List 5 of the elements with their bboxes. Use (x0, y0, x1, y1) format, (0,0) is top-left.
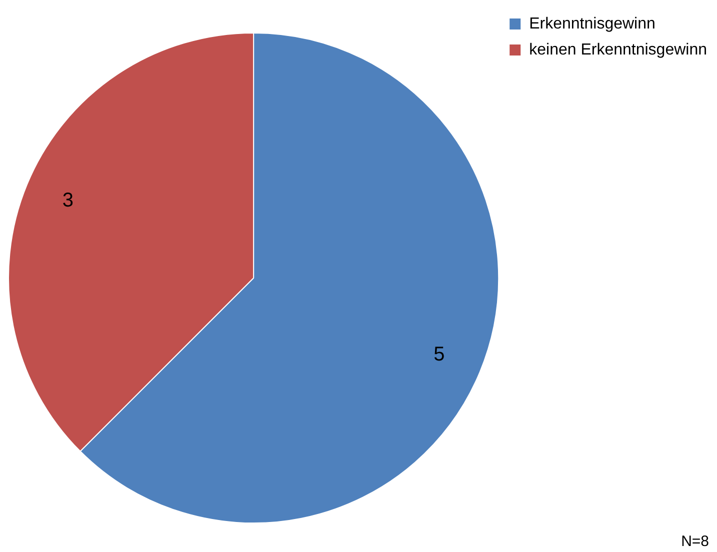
text: N=8 (681, 533, 709, 550)
data-label: 5 (434, 343, 445, 366)
legend-label: keinen Erkenntnisgewinn (529, 41, 707, 58)
legend-label: Erkenntnisgewinn (529, 15, 656, 32)
data-label: 3 (62, 190, 74, 212)
